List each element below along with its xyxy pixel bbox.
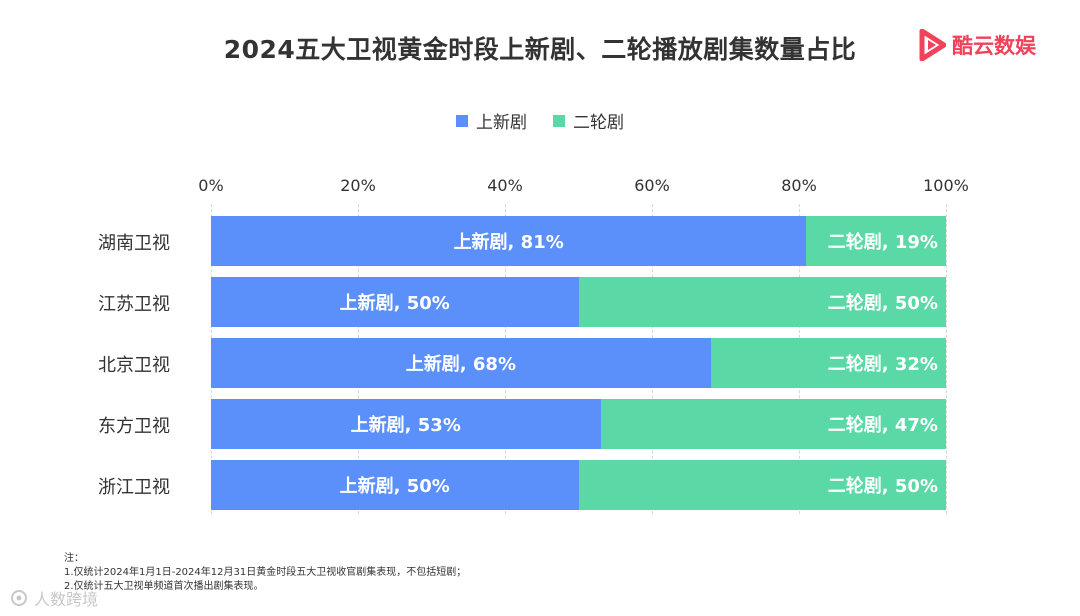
legend-swatch-new <box>456 114 468 127</box>
brand: 酷云数娱 <box>918 28 1036 62</box>
bar-rerun: 二轮剧, 47% <box>600 399 946 449</box>
legend-label-rerun: 二轮剧 <box>573 113 624 133</box>
category-label: 北京卫视 <box>98 355 170 376</box>
chart-legend: 上新剧 二轮剧 <box>0 108 1080 133</box>
play-triangle-logo-icon <box>919 29 946 61</box>
bar-data-label: 上新剧, 68% <box>405 354 516 375</box>
bar-data-label: 上新剧, 50% <box>339 293 450 314</box>
bar-data-label: 二轮剧, 50% <box>827 293 938 314</box>
watermark-text: 人数跨境 <box>34 590 99 609</box>
bar-rerun: 二轮剧, 32% <box>710 338 946 388</box>
category-label: 浙江卫视 <box>98 477 170 498</box>
x-tick-label: 20% <box>340 176 376 195</box>
chart-title: 2024五大卫视黄金时段上新剧、二轮播放剧集数量占比 <box>223 35 857 64</box>
footnote-line-1: 1.仅统计2024年1月1日-2024年12月31日黄金时段五大卫视收官剧集表现… <box>64 567 467 578</box>
watermark: 人数跨境 <box>10 586 98 610</box>
x-axis-ticks: 0% 20% 40% 60% 80% 100% <box>0 176 1080 200</box>
bar-new: 上新剧, 50% <box>211 460 579 510</box>
bar-new: 上新剧, 81% <box>211 216 807 266</box>
bar-rerun: 二轮剧, 50% <box>578 460 946 510</box>
bar-data-label: 二轮剧, 32% <box>827 354 938 375</box>
x-tick-label: 40% <box>487 176 523 195</box>
brand-name: 酷云数娱 <box>952 34 1036 58</box>
legend-item-new: 上新剧 <box>456 108 527 133</box>
x-tick-label: 0% <box>198 176 224 195</box>
x-gridline <box>946 204 947 514</box>
footnote-heading: 注： <box>64 553 84 564</box>
legend-swatch-rerun <box>553 114 565 127</box>
category-label: 东方卫视 <box>98 416 170 437</box>
bar-new: 上新剧, 53% <box>211 399 601 449</box>
x-tick-label: 80% <box>781 176 817 195</box>
bar-data-label: 二轮剧, 50% <box>827 476 938 497</box>
bar-data-label: 上新剧, 81% <box>453 232 564 253</box>
bar-data-label: 上新剧, 53% <box>350 415 461 436</box>
bar-new: 上新剧, 50% <box>211 277 579 327</box>
bar-data-label: 二轮剧, 47% <box>827 415 938 436</box>
category-label: 江苏卫视 <box>98 294 170 315</box>
bar-data-label: 上新剧, 50% <box>339 476 450 497</box>
x-tick-label: 60% <box>634 176 670 195</box>
footnote: 注： 1.仅统计2024年1月1日-2024年12月31日黄金时段五大卫视收官剧… <box>64 552 466 594</box>
legend-label-new: 上新剧 <box>476 113 527 133</box>
watermark-icon <box>11 590 27 606</box>
footnote-line-2: 2.仅统计五大卫视单频道首次播出剧集表现。 <box>64 581 264 592</box>
x-tick-label: 100% <box>923 176 969 195</box>
bar-data-label: 二轮剧, 19% <box>827 232 938 253</box>
legend-item-rerun: 二轮剧 <box>553 108 624 133</box>
bar-rerun: 二轮剧, 19% <box>806 216 946 266</box>
category-label: 湖南卫视 <box>98 233 170 254</box>
bar-rerun: 二轮剧, 50% <box>578 277 946 327</box>
bar-new: 上新剧, 68% <box>211 338 711 388</box>
